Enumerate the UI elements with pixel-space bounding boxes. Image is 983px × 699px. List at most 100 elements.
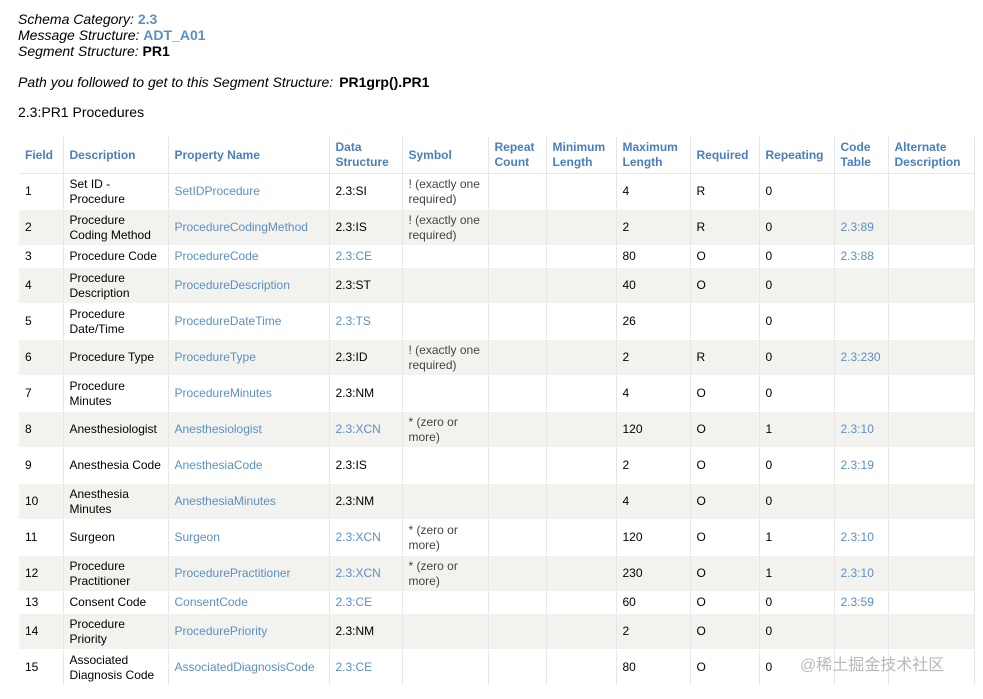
segment-structure-value: PR1 (142, 43, 170, 59)
code-table-link[interactable]: 2.3:88 (840, 249, 874, 263)
cell-repeat-count (488, 447, 547, 484)
cell-maximum-length: 80 (616, 245, 691, 268)
col-alternate-description: Alternate Description (888, 137, 975, 174)
property-name-link[interactable]: ProcedureDateTime (174, 314, 282, 328)
property-name-link[interactable]: ProcedurePriority (174, 624, 268, 638)
cell-repeat-count (488, 519, 547, 556)
cell-alternate-description (888, 339, 975, 376)
cell-description: Procedure Practitioner (63, 555, 169, 592)
cell-minimum-length (546, 447, 617, 484)
cell-repeating: 0 (759, 267, 835, 304)
cell-maximum-length: 4 (616, 483, 691, 520)
property-name-link[interactable]: Surgeon (174, 530, 220, 544)
property-name-link[interactable]: AnesthesiaCode (174, 458, 263, 472)
cell-property-name: AssociatedDiagnosisCode (168, 649, 330, 686)
cell-description: Anesthesiologist (63, 411, 169, 448)
property-name-link[interactable]: AnesthesiaMinutes (174, 494, 276, 508)
cell-field: 2 (19, 209, 64, 246)
cell-minimum-length (546, 245, 617, 268)
cell-repeating: 0 (759, 209, 835, 246)
schema-category-link[interactable]: 2.3 (137, 11, 158, 27)
cell-property-name: ConsentCode (168, 591, 330, 614)
cell-maximum-length: 2 (616, 339, 691, 376)
cell-symbol: * (zero or more) (402, 411, 489, 448)
cell-description: Procedure Date/Time (63, 303, 169, 340)
property-name-link[interactable]: AssociatedDiagnosisCode (174, 660, 315, 674)
property-name-link[interactable]: ProcedureDescription (174, 278, 290, 292)
cell-alternate-description (888, 613, 975, 650)
cell-required: O (690, 267, 760, 304)
cell-symbol: * (zero or more) (402, 555, 489, 592)
cell-repeat-count (488, 483, 547, 520)
table-row: 3 Procedure Code ProcedureCode 2.3:CE 80 O 0 2.… (19, 245, 975, 268)
segment-fields-table: Field Description Property Name Data Str… (19, 137, 975, 686)
watermark: @稀土掘金技术社区 (800, 657, 945, 674)
code-table-link[interactable]: 2.3:10 (840, 566, 874, 580)
col-repeating: Repeating (759, 137, 835, 174)
cell-code-table (834, 375, 889, 412)
cell-data-structure: 2.3:IS (329, 209, 403, 246)
property-name-link[interactable]: ProcedureType (174, 350, 256, 364)
cell-required: O (690, 375, 760, 412)
data-structure-link[interactable]: 2.3:XCN (335, 422, 381, 436)
cell-alternate-description (888, 245, 975, 268)
cell-required: R (690, 173, 760, 210)
cell-minimum-length (546, 483, 617, 520)
cell-data-structure: 2.3:XCN (329, 519, 403, 556)
property-name-link[interactable]: Anesthesiologist (174, 422, 262, 436)
data-structure-link[interactable]: 2.3:XCN (335, 566, 381, 580)
col-data-structure: Data Structure (329, 137, 403, 174)
cell-symbol (402, 245, 489, 268)
cell-field: 3 (19, 245, 64, 268)
cell-repeat-count (488, 245, 547, 268)
cell-code-table: 2.3:230 (834, 339, 889, 376)
cell-minimum-length (546, 209, 617, 246)
code-table-link[interactable]: 2.3:19 (840, 458, 874, 472)
code-table-link[interactable]: 2.3:10 (840, 422, 874, 436)
cell-property-name: AnesthesiaMinutes (168, 483, 330, 520)
cell-code-table: 2.3:10 (834, 519, 889, 556)
cell-repeat-count (488, 555, 547, 592)
cell-repeating: 1 (759, 411, 835, 448)
data-structure-link[interactable]: 2.3:CE (335, 249, 373, 263)
message-structure-link[interactable]: ADT_A01 (143, 27, 206, 43)
cell-field: 15 (19, 649, 64, 686)
data-structure-link[interactable]: 2.3:CE (335, 595, 373, 609)
data-structure-link[interactable]: 2.3:CE (335, 660, 373, 674)
property-name-link[interactable]: ConsentCode (174, 595, 248, 609)
data-structure-link[interactable]: 2.3:TS (335, 314, 371, 328)
cell-alternate-description (888, 555, 975, 592)
cell-code-table (834, 613, 889, 650)
property-name-link[interactable]: ProcedureCodingMethod (174, 220, 308, 234)
code-table-link[interactable]: 2.3:10 (840, 530, 874, 544)
cell-repeating: 0 (759, 173, 835, 210)
cell-repeating: 0 (759, 375, 835, 412)
cell-repeat-count (488, 613, 547, 650)
cell-symbol (402, 613, 489, 650)
code-table-link[interactable]: 2.3:89 (840, 220, 874, 234)
cell-description: Procedure Coding Method (63, 209, 169, 246)
cell-alternate-description (888, 483, 975, 520)
property-name-link[interactable]: ProcedureMinutes (174, 386, 272, 400)
cell-required: O (690, 245, 760, 268)
code-table-link[interactable]: 2.3:59 (840, 595, 874, 609)
cell-symbol: ! (exactly one required) (402, 173, 489, 210)
property-name-link[interactable]: SetIDProcedure (174, 184, 260, 198)
table-row: 5 Procedure Date/Time ProcedureDateTime 2.3… (19, 303, 975, 340)
cell-required: O (690, 649, 760, 686)
property-name-link[interactable]: ProcedurePractitioner (174, 566, 291, 580)
cell-minimum-length (546, 613, 617, 650)
cell-field: 6 (19, 339, 64, 376)
cell-symbol (402, 375, 489, 412)
cell-description: Set ID - Procedure (63, 173, 169, 210)
cell-field: 7 (19, 375, 64, 412)
code-table-link[interactable]: 2.3:230 (840, 350, 881, 364)
cell-repeating: 0 (759, 613, 835, 650)
data-structure-link[interactable]: 2.3:XCN (335, 530, 381, 544)
property-name-link[interactable]: ProcedureCode (174, 249, 259, 263)
cell-repeat-count (488, 209, 547, 246)
cell-maximum-length: 40 (616, 267, 691, 304)
cell-description: Anesthesia Code (63, 447, 169, 484)
cell-property-name: ProcedureDateTime (168, 303, 330, 340)
cell-maximum-length: 2 (616, 613, 691, 650)
